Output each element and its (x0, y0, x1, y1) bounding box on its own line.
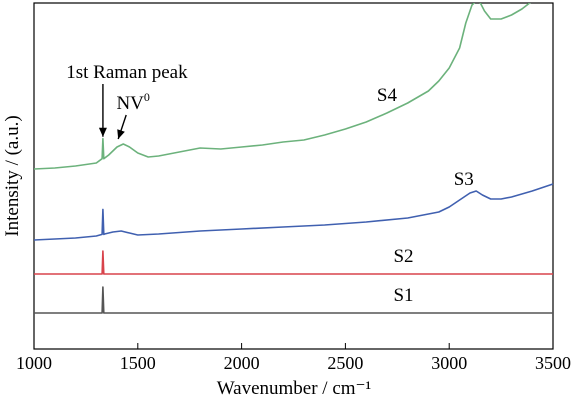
annotation-arrow-head (98, 127, 107, 137)
x-axis-label: Wavenumber / cm⁻¹ (217, 378, 372, 399)
x-tick-label: 3500 (535, 353, 571, 373)
annotations: 1st Raman peakNV0NV− (66, 62, 188, 140)
annotation-nv0-sup: 0 (144, 90, 150, 104)
x-tick-label: 3000 (431, 353, 467, 373)
annotation-first-raman-peak: 1st Raman peak (66, 62, 188, 83)
x-tick-label: 2500 (327, 353, 363, 373)
series-label-s4: S4 (377, 85, 398, 106)
y-axis-label: Intensity / (a.u.) (2, 115, 23, 236)
series-labels: S1 S2 S3 S4 (377, 85, 474, 306)
series-line-s4 (34, 3, 531, 170)
annotation-nv0: NV0 (116, 90, 149, 114)
series-line-s3 (34, 183, 554, 241)
x-tick-label: 2000 (224, 353, 260, 373)
series-label-s1: S1 (393, 285, 413, 306)
annotation-arrow-head (117, 129, 125, 139)
series-line-s2 (34, 250, 553, 275)
series-layer (34, 3, 554, 314)
x-axis-ticks: 1000 1500 2000 2500 3000 3500 (16, 343, 571, 373)
series-label-s2: S2 (393, 246, 413, 267)
plot-frame (33, 2, 554, 350)
x-tick-label: 1500 (120, 353, 156, 373)
series-line-s1 (34, 286, 553, 314)
x-tick-label: 1000 (16, 353, 52, 373)
series-label-s3: S3 (454, 169, 474, 190)
